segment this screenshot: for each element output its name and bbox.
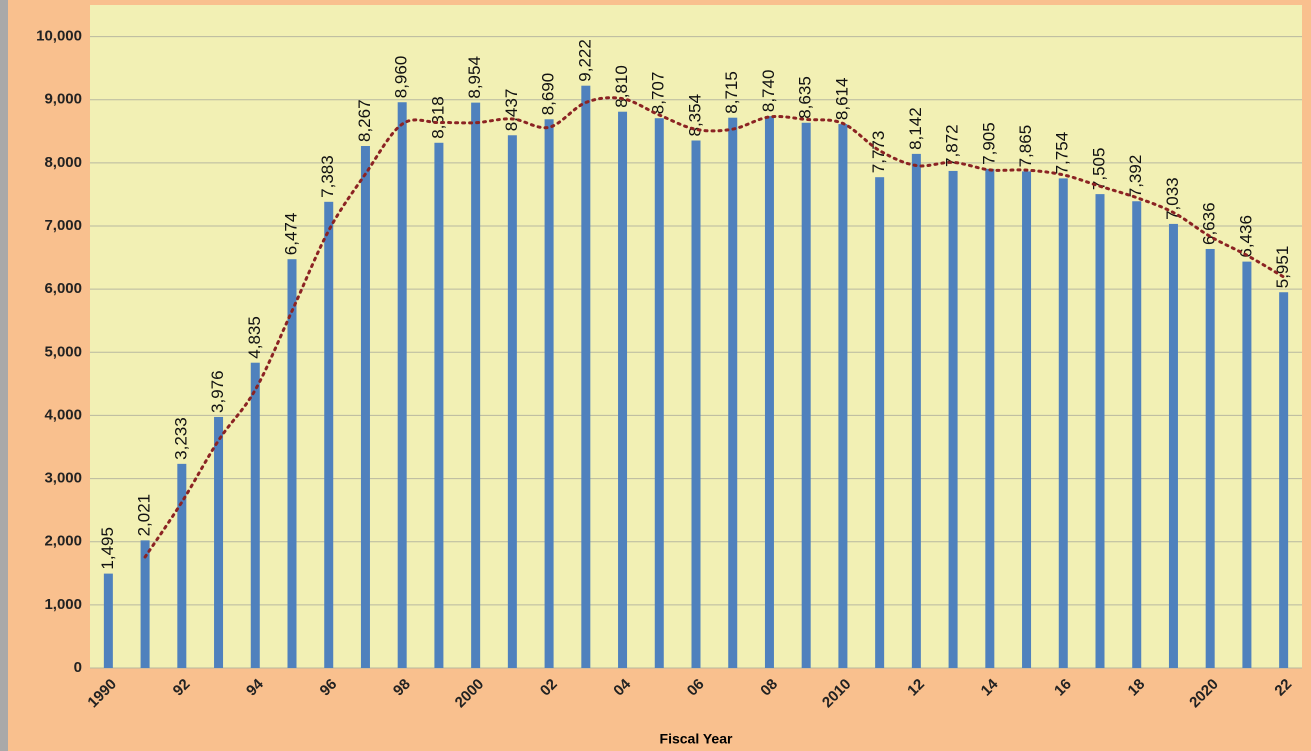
data-label: 7,865 [1016,125,1035,168]
bar [140,540,150,668]
data-label: 1,495 [98,527,117,570]
data-label: 6,436 [1236,215,1255,258]
data-label: 6,636 [1200,202,1219,245]
data-label: 8,318 [428,96,447,139]
bar [177,463,187,668]
data-label: 8,437 [502,89,521,132]
y-tick-label: 6,000 [44,280,82,297]
bar [250,362,260,668]
data-label: 3,976 [208,370,227,413]
data-label: 8,635 [796,76,815,119]
y-tick-label: 4,000 [44,406,82,423]
y-tick-label: 9,000 [44,91,82,108]
data-label: 7,872 [943,124,962,167]
bar [471,102,481,669]
bar [875,177,885,669]
data-label: 4,835 [245,316,264,359]
data-label: 7,392 [1126,155,1145,198]
bar [1242,261,1252,668]
bar [434,142,444,668]
data-label: 7,383 [318,155,337,198]
bar [838,124,848,669]
trendline [143,96,1286,559]
left-border [0,0,8,751]
data-label: 8,740 [759,70,778,113]
y-tick-label: 10,000 [36,28,82,45]
data-label: 8,354 [685,94,704,137]
bar [618,111,628,668]
bar [103,573,113,668]
bar [581,85,591,668]
bar [691,140,701,668]
y-tick-label: 2,000 [44,533,82,550]
data-label: 8,960 [392,56,411,99]
bar [1168,223,1178,668]
data-label: 8,690 [539,73,558,116]
bar [985,168,995,668]
data-label: 7,773 [869,131,888,174]
bar [764,116,774,669]
bar [801,122,811,669]
y-tick-label: 3,000 [44,470,82,487]
bar [654,118,664,668]
y-tick-label: 7,000 [44,217,82,234]
bar [360,145,370,669]
y-tick-label: 8,000 [44,154,82,171]
data-label: 8,715 [722,71,741,114]
bar [287,259,297,668]
data-label: 2,021 [135,494,154,537]
data-label: 7,505 [1089,148,1108,191]
bar [1132,201,1142,669]
y-tick-label: 0 [74,659,82,676]
bar [507,135,517,668]
data-label: 7,905 [979,122,998,165]
bar [948,170,958,668]
bar [1095,194,1105,668]
bar [544,119,554,668]
data-label: 5,951 [1273,246,1292,289]
bar [1022,171,1032,669]
data-label: 9,222 [575,39,594,82]
data-label: 8,142 [906,107,925,150]
data-label: 8,267 [355,99,374,142]
y-tick-label: 5,000 [44,343,82,360]
x-axis-label: Fiscal Year [660,731,733,747]
data-label: 8,954 [465,56,484,99]
data-label: 3,233 [171,417,190,460]
data-label: 7,754 [1053,132,1072,175]
bar [397,102,407,669]
data-label: 6,474 [281,213,300,256]
bar [1205,248,1215,668]
bar [324,201,334,668]
data-label: 8,707 [649,72,668,115]
bar [1279,292,1289,668]
bar [214,416,224,668]
bar [911,153,921,668]
y-tick-label: 1,000 [44,596,82,613]
bar [728,117,738,668]
bar [1058,178,1068,668]
data-label: 8,614 [832,78,851,121]
